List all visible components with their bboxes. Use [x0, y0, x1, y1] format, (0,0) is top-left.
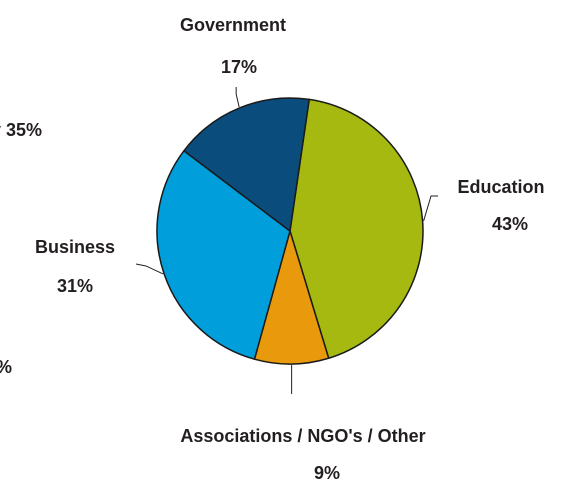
clipped-label-top-left: y 35% — [0, 120, 42, 140]
slice-label-business-name: Business — [35, 237, 115, 257]
slice-label-education-value: 43% — [492, 214, 528, 234]
slice-label-business-value: 31% — [57, 276, 93, 296]
pie-slice-government — [183, 97, 310, 232]
slice-label-government-name: Government — [180, 15, 286, 35]
slice-label-education-name: Education — [457, 177, 544, 197]
slices-layer — [156, 97, 424, 365]
pie-slice-education — [289, 98, 424, 360]
clipped-label-bottom-left: % — [0, 357, 12, 377]
pie-slice-business — [156, 150, 291, 360]
leader-line-government — [235, 87, 240, 108]
leader-line-education — [423, 195, 438, 222]
slice-label-associations-value: 9% — [314, 463, 340, 482]
leader-line-business — [135, 263, 164, 275]
slice-label-government-value: 17% — [221, 57, 257, 77]
slice-label-associations-name: Associations / NGO's / Other — [180, 426, 425, 446]
leader-lines-layer — [135, 87, 438, 394]
